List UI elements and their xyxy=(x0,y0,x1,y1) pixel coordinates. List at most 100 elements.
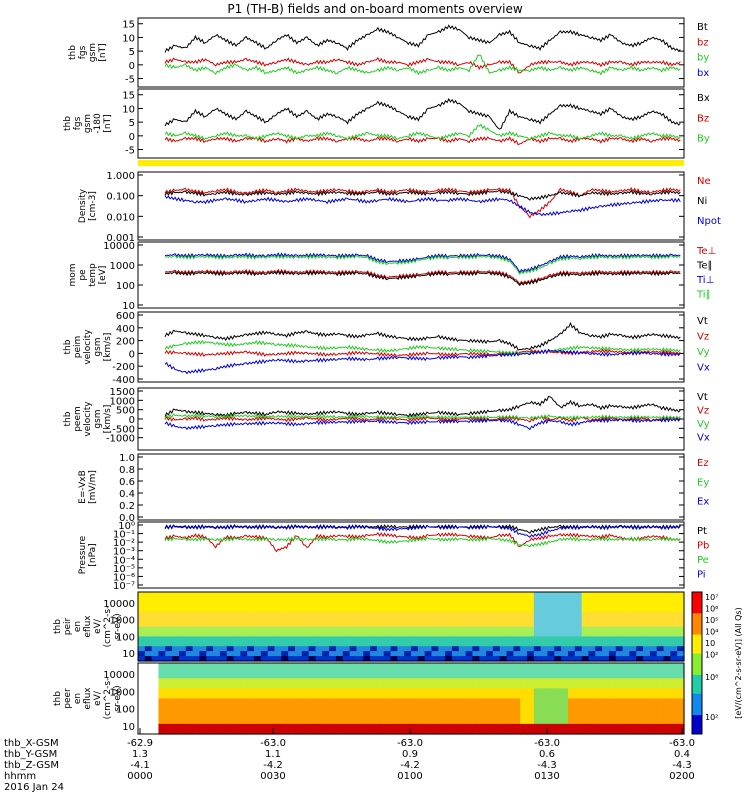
heatmap-cell xyxy=(391,668,398,674)
heatmap-cell xyxy=(445,699,452,705)
heatmap-cell xyxy=(165,641,172,647)
y-axis-label: gsm xyxy=(88,43,98,62)
heatmap-cell xyxy=(527,663,534,669)
heatmap-cell xyxy=(452,668,459,674)
colorbar: 10⁷10⁶10⁵10⁴10⁳10²10⁶10² [eV/(cm^2-s-sr-e… xyxy=(692,592,743,735)
heatmap-cell xyxy=(199,641,206,647)
heatmap-cell xyxy=(288,663,295,669)
heatmap-cell xyxy=(595,612,602,618)
heatmap-cell xyxy=(466,714,473,720)
heatmap-cell xyxy=(459,683,466,689)
heatmap-cell xyxy=(309,663,316,669)
heatmap-cell xyxy=(165,704,172,710)
heatmap-cell xyxy=(541,688,548,694)
heatmap-cell xyxy=(657,709,664,715)
heatmap-cell xyxy=(466,663,473,669)
heatmap-cell xyxy=(343,668,350,674)
heatmap-cell xyxy=(493,592,500,598)
heatmap-cell xyxy=(561,631,568,637)
heatmap-cell xyxy=(247,704,254,710)
heatmap-cell xyxy=(377,622,384,628)
heatmap-cell xyxy=(268,668,275,674)
heatmap-cell xyxy=(206,607,213,613)
panel-peim: 6004002000-200-400thb peim velocity gsm [km/… xyxy=(63,311,710,386)
heatmap-cell xyxy=(145,612,152,618)
heatmap-cell xyxy=(179,719,186,725)
heatmap-cell xyxy=(322,709,329,715)
heatmap-cell xyxy=(520,651,527,657)
colorbar-label: [eV/(cm^2-s-sr-eV)] (All Qs) xyxy=(734,607,743,718)
heatmap-cell xyxy=(165,668,172,674)
heatmap-cell xyxy=(261,612,268,618)
heatmap-cell xyxy=(486,709,493,715)
heatmap-cell xyxy=(350,631,357,637)
heatmap-cell xyxy=(179,641,186,647)
heatmap-cell xyxy=(172,607,179,613)
heatmap-cell xyxy=(268,641,275,647)
heatmap-cell xyxy=(172,673,179,679)
heatmap-cell xyxy=(220,641,227,647)
heatmap-cell xyxy=(261,602,268,608)
x-tick-label: -4.1 xyxy=(130,760,150,771)
heatmap-cell xyxy=(172,709,179,715)
y-tick-label: 0.2 xyxy=(119,501,135,512)
heatmap-cell xyxy=(418,693,425,699)
heatmap-cell xyxy=(179,678,186,684)
y-tick-label: 10⁻⁷ xyxy=(113,581,135,592)
heatmap-cell xyxy=(616,646,623,652)
heatmap-cell xyxy=(152,668,159,674)
heatmap-cell xyxy=(350,724,357,730)
heatmap-cell xyxy=(384,607,391,613)
heatmap-cell xyxy=(670,612,677,618)
heatmap-cell xyxy=(138,678,145,684)
heatmap-cell xyxy=(452,607,459,613)
heatmap-cell xyxy=(629,673,636,679)
heatmap-cell xyxy=(466,631,473,637)
heatmap-cell xyxy=(295,719,302,725)
heatmap-cell xyxy=(186,683,193,689)
heatmap-cell xyxy=(575,646,582,652)
y-axis-label: eV/ xyxy=(93,690,103,706)
heatmap-cell xyxy=(425,673,432,679)
heatmap-cell xyxy=(199,704,206,710)
heatmap-cell xyxy=(404,636,411,642)
heatmap-cell xyxy=(411,704,418,710)
heatmap-cell xyxy=(302,641,309,647)
heatmap-cell xyxy=(595,673,602,679)
heatmap-cell xyxy=(541,699,548,705)
heatmap-cell xyxy=(220,627,227,633)
heatmap-cell xyxy=(234,607,241,613)
heatmap-cell xyxy=(329,597,336,603)
heatmap-cell xyxy=(377,651,384,657)
heatmap-cell xyxy=(513,719,520,725)
heatmap-cell xyxy=(336,597,343,603)
heatmap-cell xyxy=(199,592,206,598)
heatmap-cell xyxy=(664,724,671,730)
heatmap-cell xyxy=(459,678,466,684)
heatmap-cell xyxy=(438,602,445,608)
x-axis: thb_X-GSM -62.9 -63.0 -63.0 -63.0 -63.0thb_Y-… xyxy=(4,728,695,793)
heatmap-cell xyxy=(288,592,295,598)
heatmap-cell xyxy=(459,592,466,598)
heatmap-cell xyxy=(575,704,582,710)
heatmap-cell xyxy=(288,597,295,603)
y-tick-label: 0 xyxy=(129,349,135,360)
heatmap-cell xyxy=(636,607,643,613)
heatmap-cell xyxy=(602,646,609,652)
x-tick-label: -62.9 xyxy=(127,738,153,749)
heatmap-cell xyxy=(254,631,261,637)
heatmap-cell xyxy=(240,678,247,684)
heatmap-cell xyxy=(609,719,616,725)
heatmap-cell xyxy=(268,602,275,608)
heatmap-cell xyxy=(391,612,398,618)
heatmap-cell xyxy=(472,693,479,699)
heatmap-cell xyxy=(431,592,438,598)
y-axis-label: [nT] xyxy=(98,43,108,61)
heatmap-cell xyxy=(588,592,595,598)
heatmap-cell xyxy=(288,627,295,633)
heatmap-cell xyxy=(384,699,391,705)
heatmap-cell xyxy=(213,646,220,652)
heatmap-cell xyxy=(472,631,479,637)
heatmap-cell xyxy=(275,668,282,674)
heatmap-cell xyxy=(254,709,261,715)
